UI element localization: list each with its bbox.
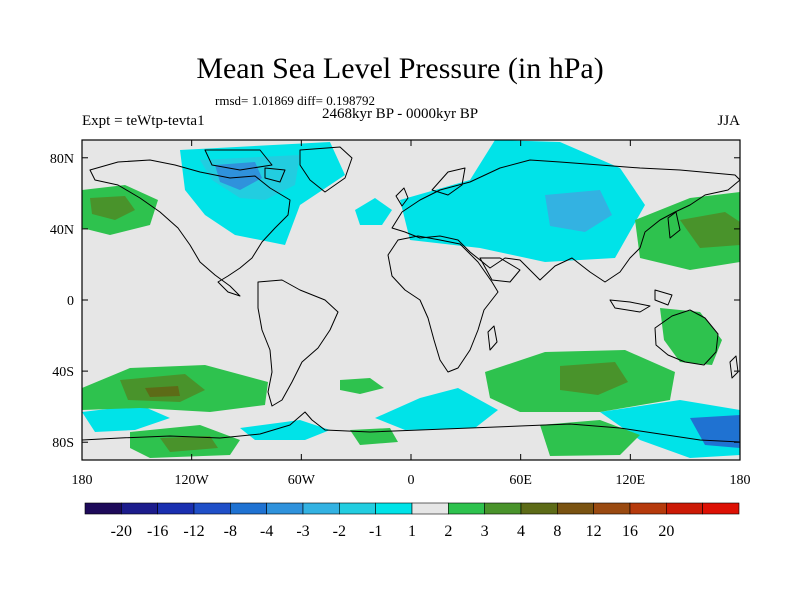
season-label: JJA — [717, 113, 740, 129]
anomaly-south-pacific-high-inner — [145, 386, 180, 397]
colorbar-label: 20 — [658, 523, 674, 540]
colorbar-label: 16 — [622, 523, 638, 540]
colorbar-label: -1 — [369, 523, 382, 540]
colorbar-label: -16 — [147, 523, 168, 540]
anomaly-npac-high-west-core — [90, 196, 135, 220]
colorbar-swatch — [557, 502, 594, 515]
lon-label: 0 — [408, 473, 415, 488]
coast-antarctica — [82, 411, 740, 443]
coast-europe-asia — [391, 159, 740, 283]
colorbar-swatch — [302, 502, 340, 515]
colorbar-swatch — [593, 502, 631, 515]
colorbar-swatch — [666, 502, 703, 515]
colorbar-swatch — [702, 502, 740, 515]
lat-label: 80N — [50, 152, 74, 167]
anomaly-npac-high-east — [635, 192, 740, 270]
colorbar-label: -12 — [183, 523, 204, 540]
coast-africa — [387, 235, 499, 373]
lat-label: 40N — [50, 223, 74, 238]
coast-greenland — [299, 146, 353, 193]
lat-label: 80S — [52, 436, 74, 451]
colorbar-swatch — [230, 502, 267, 515]
colorbar-label: -20 — [111, 523, 132, 540]
coast-arabia — [479, 257, 521, 283]
colorbar-label: -8 — [224, 523, 237, 540]
coast-japan — [667, 211, 681, 239]
colorbar-swatch — [411, 502, 449, 515]
coast-arctic-islands — [204, 149, 286, 183]
colorbar-swatch — [375, 502, 413, 515]
anomaly-field — [82, 140, 740, 458]
anomaly-south-atlantic-low — [375, 388, 498, 430]
period-subtitle: 2468kyr BP - 0000kyr BP — [321, 106, 479, 122]
anomaly-eurasia-low-inner — [545, 190, 612, 232]
latitude-labels: 80N 40N 0 40S 80S — [50, 152, 74, 451]
lon-label: 180 — [730, 473, 751, 488]
coast-british-isles — [395, 187, 409, 207]
colorbar-label: 4 — [517, 523, 525, 540]
colorbar-label: 12 — [586, 523, 602, 540]
coast-new-zealand — [729, 355, 739, 379]
colorbar-label: 3 — [481, 523, 489, 540]
colorbar-label: -3 — [296, 523, 309, 540]
colorbar-swatch — [520, 502, 558, 515]
coast-australia — [654, 309, 719, 366]
colorbar-swatch — [157, 502, 195, 515]
experiment-label: Expt = teWtp-tevta1 — [82, 113, 205, 129]
axis-ticks — [81, 140, 741, 460]
colorbar-labels: -20 -16 -12 -8 -4 -3 -2 -1 1 2 3 4 8 12 16 20 — [111, 523, 675, 540]
lon-label: 60E — [509, 473, 532, 488]
anomaly-atlantic-low — [355, 198, 392, 225]
plot-title: Mean Sea Level Pressure (in hPa) — [196, 52, 604, 85]
anomaly-south-atlantic-high — [340, 378, 384, 394]
lon-label: 60W — [288, 473, 316, 488]
anomaly-indian-ocean-high-core — [560, 362, 628, 395]
colorbar-label: -2 — [333, 523, 346, 540]
lon-label: 180 — [72, 473, 93, 488]
anomaly-antarctic-low-west — [82, 405, 170, 432]
coast-scandinavia — [431, 167, 466, 196]
anomaly-antarctic-low-mid — [240, 420, 330, 440]
colorbar-swatch — [484, 502, 522, 515]
colorbar-label: 1 — [408, 523, 416, 540]
colorbar-swatch — [193, 502, 231, 515]
colorbar-swatch — [266, 502, 304, 515]
anomaly-antarctic-high-mid — [350, 428, 398, 445]
colorbar-label: -4 — [260, 523, 273, 540]
stats-text: rmsd= 1.01869 diff= 0.198792 — [215, 93, 375, 108]
coast-north-america — [89, 159, 291, 297]
colorbar-label: 2 — [444, 523, 452, 540]
anomaly-npac-high-east-core — [680, 212, 740, 248]
colorbar-swatch — [629, 502, 667, 515]
anomaly-antarctic-high-west-core — [160, 436, 218, 452]
anomaly-australia-high — [660, 308, 722, 365]
colorbar — [84, 502, 740, 515]
longitude-labels: 180 120W 60W 0 60E 120E 180 — [72, 473, 751, 488]
colorbar-label: 8 — [553, 523, 561, 540]
lon-label: 120W — [175, 473, 210, 488]
colorbar-swatch — [121, 502, 158, 515]
coastlines — [82, 146, 740, 443]
coast-indonesia — [609, 289, 673, 313]
lat-label: 40S — [52, 365, 74, 380]
coast-south-america — [257, 279, 339, 407]
colorbar-swatch — [448, 502, 485, 515]
anomaly-na-low-core — [215, 162, 262, 190]
coast-madagascar — [487, 325, 498, 351]
lon-label: 120E — [616, 473, 646, 488]
anomaly-antarctic-high-east — [540, 420, 640, 456]
colorbar-swatch — [339, 502, 376, 515]
colorbar-swatch — [84, 502, 122, 515]
lat-label: 0 — [67, 294, 74, 309]
